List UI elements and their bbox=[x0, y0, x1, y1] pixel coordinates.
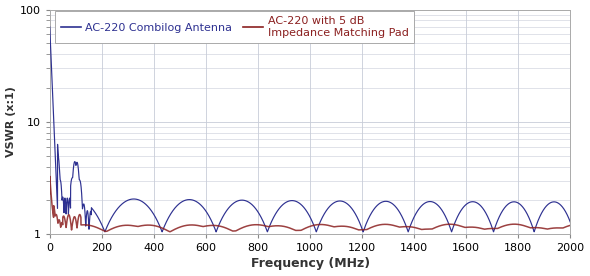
Legend: AC-220 Combilog Antenna, AC-220 with 5 dB
Impedance Matching Pad: AC-220 Combilog Antenna, AC-220 with 5 d… bbox=[55, 11, 414, 43]
Y-axis label: VSWR (x:1): VSWR (x:1) bbox=[5, 86, 15, 157]
X-axis label: Frequency (MHz): Frequency (MHz) bbox=[251, 258, 369, 270]
